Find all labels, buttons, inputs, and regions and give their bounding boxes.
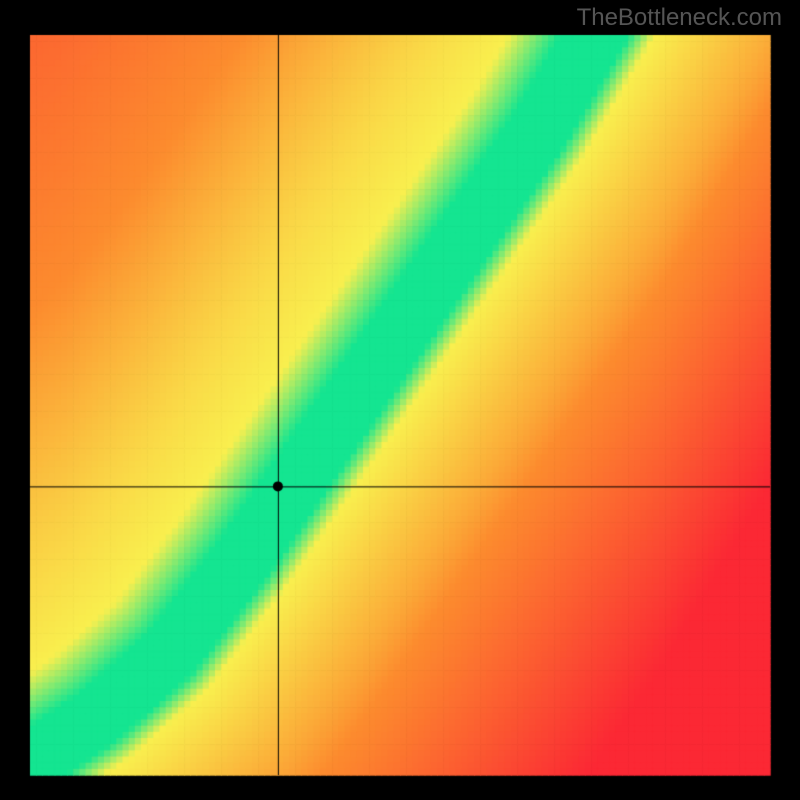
watermark-text: TheBottleneck.com xyxy=(577,4,782,32)
heatmap-chart xyxy=(0,0,800,800)
